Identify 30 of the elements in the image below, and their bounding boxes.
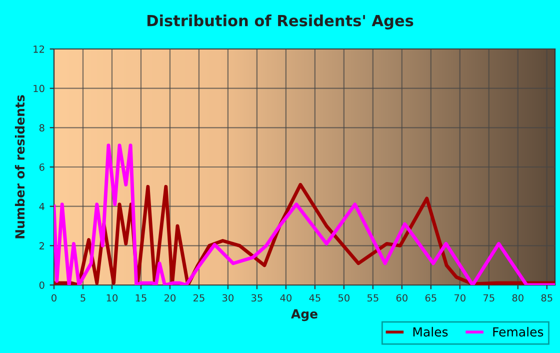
x-axis-title: Age [291, 309, 318, 322]
y-tick-label: 8 [39, 124, 44, 132]
x-tick-label: 0 [52, 294, 56, 302]
y-tick-label: 4 [39, 202, 44, 210]
x-tick-label: 5 [80, 294, 86, 302]
x-tick-label: 85 [541, 294, 552, 302]
x-tick-label: 55 [367, 294, 378, 302]
legend-label: Males [413, 326, 448, 337]
x-tick-label: 20 [164, 294, 176, 302]
y-tick-label: 10 [34, 84, 44, 92]
y-tick-label: 0 [39, 281, 44, 289]
x-tick-label: 60 [396, 294, 408, 302]
x-tick-label: 65 [425, 294, 436, 302]
y-tick-label: 6 [39, 163, 44, 171]
x-tick-label: 45 [309, 294, 320, 302]
y-axis-title: Number of residents [14, 95, 25, 238]
x-tick-label: 30 [222, 294, 234, 302]
x-tick-label: 35 [252, 294, 262, 302]
x-tick-label: 15 [136, 294, 146, 302]
x-tick-label: 10 [106, 294, 118, 302]
x-tick-label: 75 [484, 294, 494, 302]
x-tick-label: 80 [512, 294, 524, 302]
x-tick-label: 50 [338, 294, 350, 302]
x-tick-label: 70 [454, 294, 466, 302]
x-tick-label: 25 [193, 294, 204, 302]
y-tick-label: 2 [40, 242, 44, 250]
y-tick-label: 12 [34, 45, 44, 53]
chart-title: Distribution of Residents' Ages [147, 14, 414, 30]
x-tick-label: 40 [280, 294, 292, 302]
legend-label: Females [493, 326, 544, 337]
